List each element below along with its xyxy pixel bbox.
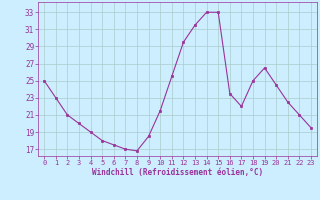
X-axis label: Windchill (Refroidissement éolien,°C): Windchill (Refroidissement éolien,°C) (92, 168, 263, 177)
